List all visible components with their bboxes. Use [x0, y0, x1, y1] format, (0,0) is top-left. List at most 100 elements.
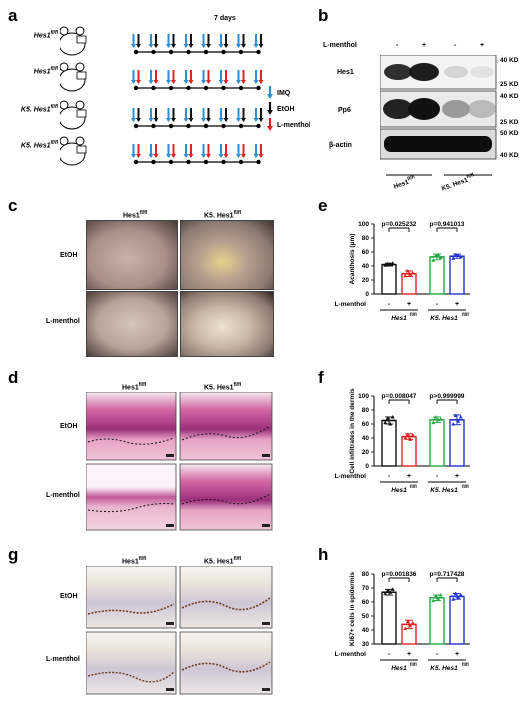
arrow-head-icon [206, 154, 211, 158]
panel-c-col-k5-hes1: K5. Hes1fl/fl [204, 210, 242, 220]
arrow-head-icon [201, 118, 206, 122]
panel-a-label: a [8, 6, 18, 25]
data-point [388, 262, 393, 267]
y-axis-label: Cell infiltrates in the dermis [349, 388, 356, 474]
arrow-head-icon [166, 154, 171, 158]
data-point [383, 591, 388, 596]
data-point [408, 623, 413, 628]
data-point [390, 587, 395, 591]
group-label-sup: fl/fl [410, 312, 417, 317]
mouse-ear-icon [75, 26, 85, 36]
y-tick-label: 80 [362, 571, 370, 578]
genotype-label: K5. Hes1fl/fl [20, 104, 58, 114]
protein-label-pp6: Pp6 [338, 107, 351, 114]
data-point [438, 593, 443, 597]
bar [429, 597, 445, 645]
y-tick-label: 40 [362, 263, 370, 270]
arrow-head-icon [188, 44, 194, 48]
y-tick-label: 0 [365, 291, 369, 298]
data-point [456, 595, 461, 600]
skin-photo-k5-etoh [180, 220, 274, 290]
panel-g-row-menthol: L-menthol [46, 656, 80, 663]
arrow-head-icon [258, 80, 264, 84]
y-axis-label: Ki67+ cells in epidermis [349, 572, 356, 646]
category-label: + [407, 301, 411, 308]
day-dot [186, 159, 191, 165]
he-histology-grid [86, 392, 273, 531]
arrow-head-icon [241, 118, 246, 122]
mouse-ear-icon [60, 62, 69, 72]
legend-arrow-head-icon [267, 126, 273, 131]
data-point [458, 415, 463, 419]
mw-25-b: 25 KD [500, 119, 519, 126]
mouse-ear-icon [60, 26, 69, 36]
arrow-head-icon [136, 44, 141, 48]
arrow-head-icon [148, 44, 154, 48]
panel-d-row-menthol: L-menthol [46, 492, 80, 499]
arrow-head-icon [183, 80, 189, 84]
data-point [431, 598, 436, 603]
panel-c-row-etoh: EtOH [60, 252, 78, 259]
day-dot [221, 49, 226, 55]
data-point [405, 432, 410, 436]
day-dot [256, 159, 261, 165]
day-dot [151, 123, 156, 129]
group-label-hes1: Hes1 [391, 315, 407, 322]
arrow-head-icon [183, 44, 189, 48]
arrow-head-icon [131, 154, 136, 158]
y-tick-label: 30 [362, 641, 370, 648]
data-point [385, 416, 390, 420]
legend-label-menthol: L-menthol [277, 122, 310, 129]
bar [381, 419, 397, 467]
category-label: + [455, 473, 459, 480]
day-dot [221, 159, 226, 165]
day-dot [133, 159, 139, 165]
arrow-head-icon [218, 44, 224, 48]
data-point [410, 433, 415, 437]
panel-d-row-etoh: EtOH [60, 423, 78, 430]
genotype-label: Hes1fl/fl [33, 30, 58, 40]
arrow-head-icon [166, 44, 171, 48]
y-tick-label: 40 [362, 435, 370, 442]
data-point [453, 413, 458, 418]
panel-c-col-hes1: Hes1fl/fl [123, 210, 148, 220]
data-point [433, 594, 438, 598]
legend-label-imq: IMQ [277, 90, 291, 97]
arrow-head-icon [188, 118, 194, 122]
arrow-head-icon [218, 118, 224, 122]
p-value-label: p>0.999999 [430, 393, 465, 400]
category-label: - [436, 301, 439, 308]
arrow-head-icon [171, 154, 176, 158]
panel-g-col-hes1: Hes1fl/fl [122, 556, 147, 566]
day-dot [168, 85, 174, 91]
duration-label: 7 days [214, 15, 236, 22]
genotype-label: Hes1fl/fl [33, 66, 58, 76]
mouse-ear-icon [75, 62, 85, 72]
arrow-head-icon [236, 44, 241, 48]
bar [381, 591, 397, 645]
day-dot [203, 85, 209, 91]
arrow-head-icon [171, 44, 176, 48]
arrow-head-icon [236, 80, 241, 84]
group-label-sup: fl/fl [462, 662, 469, 667]
y-tick-label: 60 [362, 249, 370, 256]
data-point [383, 420, 388, 425]
data-point [410, 621, 415, 625]
day-dot [168, 159, 174, 165]
mw-40-c: 40 KD [500, 152, 519, 159]
day-dot [203, 159, 209, 165]
treatment-label: L-menthol [335, 473, 367, 480]
data-point [451, 597, 456, 601]
arrow-head-icon [218, 154, 224, 158]
ki67-ihc-grid [86, 566, 273, 695]
day-dot [238, 123, 244, 129]
arrow-head-icon [201, 44, 206, 48]
arrow-head-icon [136, 118, 141, 122]
lane-sign: + [422, 42, 427, 49]
legend-arrow-head-icon [267, 110, 273, 115]
arrow-head-icon [153, 154, 159, 158]
bar [449, 419, 465, 467]
data-point [453, 252, 458, 257]
category-label: - [436, 651, 439, 658]
